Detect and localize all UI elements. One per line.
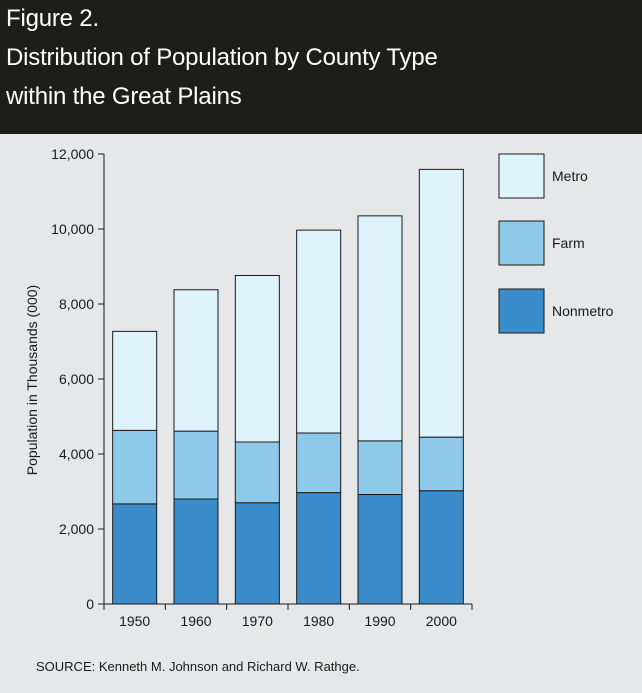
figure-header: Figure 2. Distribution of Population by … (0, 0, 642, 134)
legend-swatch-nonmetro (498, 288, 545, 334)
x-tick-label-1950: 1950 (119, 613, 150, 629)
bar-nonmetro-1980 (296, 492, 342, 605)
bar-farm-1970 (234, 441, 280, 504)
bar-nonmetro-1990 (357, 494, 403, 605)
bar-farm-1950 (112, 429, 158, 505)
figure-label: Figure 2. (6, 5, 99, 32)
bar-metro-1960 (173, 289, 219, 432)
x-tick-label-1990: 1990 (364, 613, 395, 629)
y-tick-label-2-000: 2,000 (59, 521, 94, 537)
bar-nonmetro-1950 (112, 503, 158, 605)
y-tick-label-0: 0 (86, 596, 94, 612)
x-tick-label-1980: 1980 (303, 613, 334, 629)
bar-nonmetro-2000 (418, 490, 464, 605)
y-tick-label-6-000: 6,000 (59, 371, 94, 387)
axes-group: 0 2,000 4,000 6,000 8,000 10,000 12,000 1950 196… (51, 146, 473, 629)
bar-nonmetro-1960 (173, 498, 219, 605)
bar-farm-1990 (357, 440, 403, 495)
y-tick-label-4-000: 4,000 (59, 446, 94, 462)
bar-metro-2000 (418, 168, 464, 438)
legend-swatch-metro (498, 153, 545, 199)
bar-farm-2000 (418, 436, 464, 492)
legend-label-nonmetro: Nonmetro (552, 303, 614, 319)
x-tick-label-1960: 1960 (180, 613, 211, 629)
bar-metro-1950 (112, 330, 158, 431)
stacked-bar-chart: Population in Thousands (000) 0 2,000 4,00… (24, 146, 614, 629)
figure-title-line-1: Distribution of Population by County Typ… (6, 44, 438, 71)
x-tick-label-2000: 2000 (426, 613, 457, 629)
bar-nonmetro-1970 (234, 502, 280, 605)
bar-metro-1980 (296, 229, 342, 434)
legend-label-farm: Farm (552, 235, 585, 251)
y-axis-label: Population in Thousands (000) (24, 285, 40, 475)
legend: Metro Farm Nonmetro (498, 153, 614, 334)
bars-group (112, 168, 464, 605)
x-tick-label-1970: 1970 (242, 613, 273, 629)
legend-swatch-farm (498, 220, 545, 266)
bar-farm-1960 (173, 430, 219, 500)
figure-title-line-2: within the Great Plains (6, 83, 242, 110)
y-tick-label-12-000: 12,000 (51, 146, 94, 162)
bar-metro-1990 (357, 215, 403, 442)
bar-metro-1970 (234, 275, 280, 443)
bar-farm-1980 (296, 432, 342, 494)
y-tick-label-10-000: 10,000 (51, 221, 94, 237)
y-tick-label-8-000: 8,000 (59, 296, 94, 312)
source-note: SOURCE: Kenneth M. Johnson and Richard W… (36, 659, 360, 674)
legend-label-metro: Metro (552, 168, 588, 184)
